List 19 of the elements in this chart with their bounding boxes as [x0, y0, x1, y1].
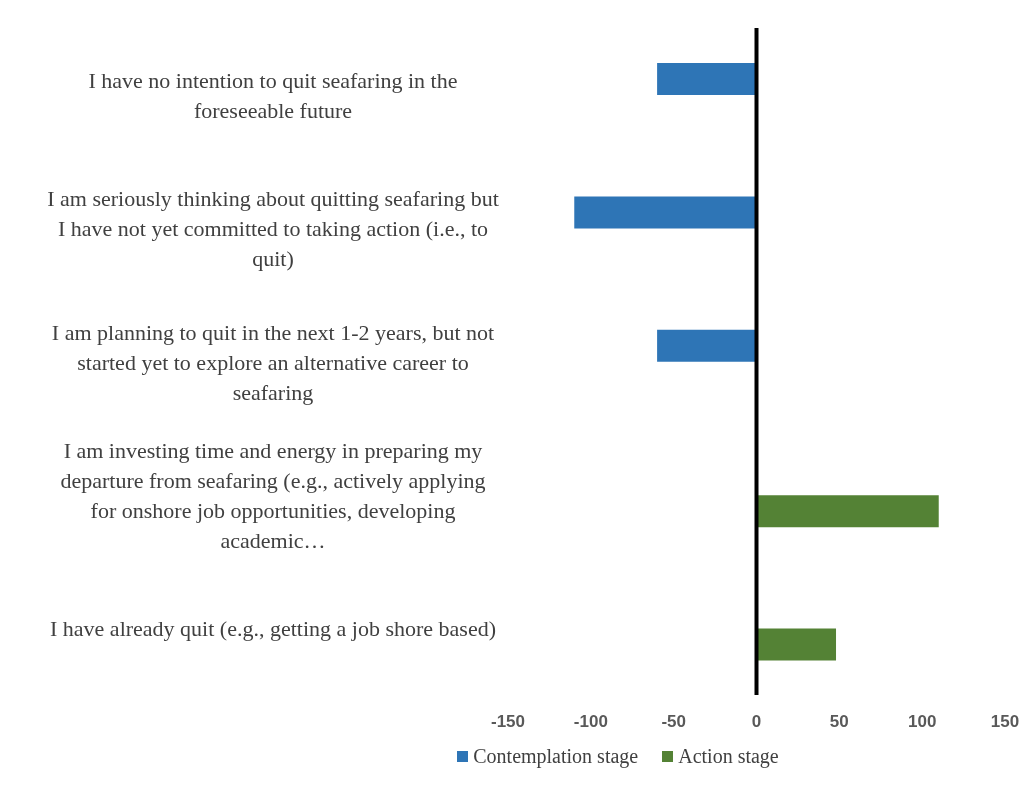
legend-label: Contemplation stage: [473, 745, 639, 768]
y-tick-label: I am planning to quit in the next 1-2 years, but not started yet to explore an alternative career to seafaring: [51, 319, 495, 404]
bar: [657, 63, 757, 95]
bar: [756, 628, 837, 661]
y-tick-label: I have no intention to quit seafaring in the foreseeable future: [88, 67, 458, 123]
legend-label: Action stage: [678, 745, 779, 768]
x-tick-label: -50: [661, 712, 686, 732]
y-tick-label: I am investing time and energy in preparing my departure from seafaring (e.g., actively applying for onshore job opportunities, developing academic…: [60, 437, 486, 553]
y-tick-label: I have already quit (e.g., getting a job shore based): [50, 615, 496, 641]
x-tick-label: 0: [751, 712, 762, 732]
bar: [756, 495, 939, 528]
x-tick-label: -150: [490, 712, 526, 732]
x-tick-label: 50: [829, 712, 849, 732]
y-tick-label: I am seriously thinking about quitting seafaring but I have not yet committed to taking action (i.e., to quit): [47, 185, 499, 271]
x-tick-label: 150: [990, 712, 1020, 732]
x-tick-label: 100: [907, 712, 937, 732]
x-tick-label: -100: [573, 712, 608, 732]
bar: [574, 196, 757, 229]
bar: [657, 329, 757, 362]
